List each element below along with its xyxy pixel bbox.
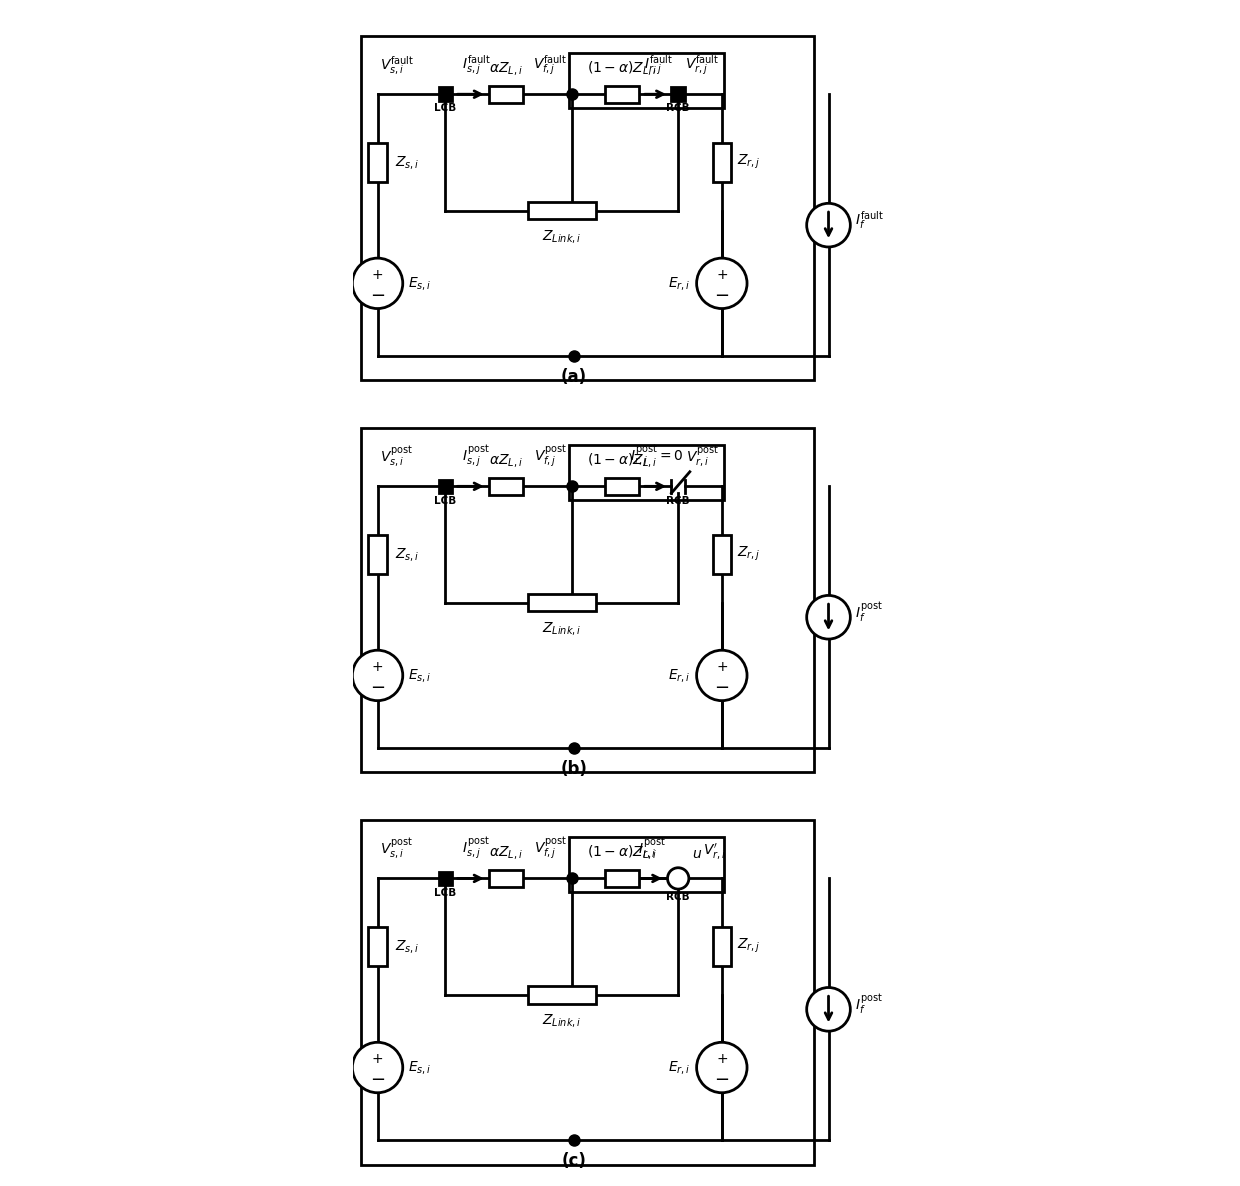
Text: $V_{r,j}^{\mathrm{fault}}$: $V_{r,j}^{\mathrm{fault}}$ <box>686 53 719 77</box>
Bar <box>605 85 640 103</box>
Bar <box>439 88 453 101</box>
Circle shape <box>807 203 851 247</box>
Text: $I_f^{\mathrm{post}}$: $I_f^{\mathrm{post}}$ <box>856 993 883 1016</box>
Text: $V_{s,i}^{\mathrm{post}}$: $V_{s,i}^{\mathrm{post}}$ <box>379 837 413 861</box>
Bar <box>489 478 523 495</box>
Text: $I_{r,j}^{\mathrm{post}}=0$: $I_{r,j}^{\mathrm{post}}=0$ <box>630 444 683 470</box>
Text: $-$: $-$ <box>714 677 729 695</box>
Text: RCB: RCB <box>666 892 689 901</box>
Text: $-$: $-$ <box>370 1070 386 1088</box>
Text: $-$: $-$ <box>370 285 386 302</box>
Bar <box>713 927 732 965</box>
Bar <box>713 142 732 181</box>
Circle shape <box>697 1042 746 1092</box>
Text: +: + <box>372 1052 383 1066</box>
Text: +: + <box>715 659 728 674</box>
Text: LCB: LCB <box>434 887 456 898</box>
Text: $Z_{s,i}$: $Z_{s,i}$ <box>394 938 419 955</box>
Text: $V_{f,j}^{\mathrm{post}}$: $V_{f,j}^{\mathrm{post}}$ <box>534 836 568 861</box>
Text: $I_{s,j}^{\mathrm{post}}$: $I_{s,j}^{\mathrm{post}}$ <box>463 836 490 861</box>
Text: $\alpha Z_{L,i}$: $\alpha Z_{L,i}$ <box>490 452 523 470</box>
Bar <box>713 535 732 574</box>
Circle shape <box>807 595 851 639</box>
Text: $Z_{Link,i}$: $Z_{Link,i}$ <box>542 1012 582 1028</box>
Text: $Z_{r,j}$: $Z_{r,j}$ <box>738 153 761 171</box>
Bar <box>361 821 813 1165</box>
Text: $Z_{r,j}$: $Z_{r,j}$ <box>738 937 761 956</box>
Text: +: + <box>372 268 383 281</box>
Bar <box>528 594 595 612</box>
Text: $-$: $-$ <box>714 1070 729 1088</box>
Text: (a): (a) <box>560 368 587 387</box>
Bar <box>368 927 387 965</box>
Text: +: + <box>715 1052 728 1066</box>
Text: $I_f^{\mathrm{post}}$: $I_f^{\mathrm{post}}$ <box>856 600 883 624</box>
Circle shape <box>697 650 746 701</box>
Bar <box>439 479 453 493</box>
Bar <box>368 535 387 574</box>
Bar <box>489 85 523 103</box>
Text: $(1-\alpha)Z_{L,i}$: $(1-\alpha)Z_{L,i}$ <box>588 452 657 470</box>
Circle shape <box>807 988 851 1031</box>
Text: $E_{r,i}$: $E_{r,i}$ <box>668 275 691 292</box>
Text: $Z_{s,i}$: $Z_{s,i}$ <box>394 546 419 562</box>
Bar <box>671 88 684 101</box>
Text: $V_{f,j}^{\mathrm{fault}}$: $V_{f,j}^{\mathrm{fault}}$ <box>533 53 568 77</box>
Bar <box>605 478 640 495</box>
Text: (b): (b) <box>560 760 588 778</box>
Bar <box>489 869 523 887</box>
Circle shape <box>352 259 403 308</box>
Text: +: + <box>670 868 680 881</box>
Bar <box>605 869 640 887</box>
Bar <box>528 202 595 219</box>
Text: $I_f^{\mathrm{fault}}$: $I_f^{\mathrm{fault}}$ <box>856 210 884 231</box>
Text: +: + <box>372 659 383 674</box>
Text: $V_{s,i}^{\mathrm{fault}}$: $V_{s,i}^{\mathrm{fault}}$ <box>379 55 414 77</box>
Bar <box>569 53 724 108</box>
Circle shape <box>352 1042 403 1092</box>
Text: $u$: $u$ <box>692 848 702 861</box>
Bar <box>361 36 813 381</box>
Text: LCB: LCB <box>434 496 456 505</box>
Bar <box>528 986 595 1003</box>
Text: $I_{r,i}^{\mathrm{post}}$: $I_{r,i}^{\mathrm{post}}$ <box>637 837 666 861</box>
Text: $-$: $-$ <box>370 677 386 695</box>
Bar <box>439 872 453 885</box>
Text: $I_{r,j}^{\mathrm{fault}}$: $I_{r,j}^{\mathrm{fault}}$ <box>645 53 673 77</box>
Text: RCB: RCB <box>666 103 689 114</box>
Text: $Z_{Link,i}$: $Z_{Link,i}$ <box>542 228 582 244</box>
Text: $E_{r,i}$: $E_{r,i}$ <box>668 667 691 684</box>
Circle shape <box>697 259 746 308</box>
Text: $\alpha Z_{L,i}$: $\alpha Z_{L,i}$ <box>490 60 523 77</box>
Text: $E_{s,i}$: $E_{s,i}$ <box>408 667 432 684</box>
Text: $\alpha Z_{L,i}$: $\alpha Z_{L,i}$ <box>490 844 523 861</box>
Text: $(1-\alpha)Z_{L,i}$: $(1-\alpha)Z_{L,i}$ <box>588 59 657 77</box>
Circle shape <box>352 650 403 701</box>
Text: $E_{s,i}$: $E_{s,i}$ <box>408 1059 432 1076</box>
Text: $-$: $-$ <box>714 285 729 302</box>
Bar <box>569 837 724 892</box>
Text: +: + <box>715 268 728 281</box>
Bar <box>368 142 387 181</box>
Text: $V_{r,i}'$: $V_{r,i}'$ <box>703 842 727 861</box>
Text: $V_{r,i}^{\mathrm{post}}$: $V_{r,i}^{\mathrm{post}}$ <box>686 445 719 470</box>
Text: LCB: LCB <box>434 103 456 114</box>
Text: $V_{s,i}^{\mathrm{post}}$: $V_{s,i}^{\mathrm{post}}$ <box>379 445 413 470</box>
Text: $I_{s,j}^{\mathrm{post}}$: $I_{s,j}^{\mathrm{post}}$ <box>463 444 490 470</box>
Text: RCB: RCB <box>666 496 689 505</box>
Text: (c): (c) <box>562 1153 587 1171</box>
Bar <box>361 428 813 772</box>
Text: $E_{r,i}$: $E_{r,i}$ <box>668 1059 691 1076</box>
Text: $(1-\alpha)Z_{L,i}$: $(1-\alpha)Z_{L,i}$ <box>588 843 657 861</box>
Text: $Z_{r,j}$: $Z_{r,j}$ <box>738 546 761 563</box>
Text: $V_{f,j}^{\mathrm{post}}$: $V_{f,j}^{\mathrm{post}}$ <box>534 444 568 470</box>
Text: $E_{s,i}$: $E_{s,i}$ <box>408 275 432 292</box>
Text: $I_{s,j}^{\mathrm{fault}}$: $I_{s,j}^{\mathrm{fault}}$ <box>463 53 491 77</box>
Text: $Z_{Link,i}$: $Z_{Link,i}$ <box>542 619 582 637</box>
Circle shape <box>667 868 689 890</box>
Text: $Z_{s,i}$: $Z_{s,i}$ <box>394 154 419 171</box>
Bar <box>569 445 724 499</box>
